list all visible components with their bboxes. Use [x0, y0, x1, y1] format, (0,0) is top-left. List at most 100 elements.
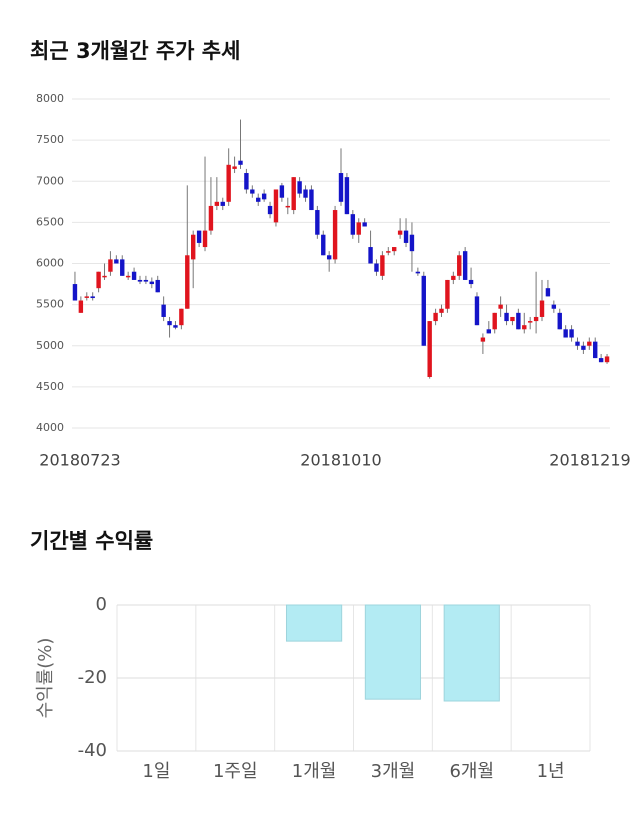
- candle-body: [149, 281, 155, 285]
- candle-body: [462, 251, 468, 280]
- candle-body: [468, 279, 474, 285]
- bar: [364, 604, 422, 700]
- candle-body: [451, 275, 456, 280]
- candle-body: [102, 275, 107, 278]
- candle-body: [439, 308, 444, 313]
- y-tick-label: 6500: [36, 215, 64, 228]
- candle-body: [238, 160, 243, 165]
- candle-body: [575, 341, 580, 346]
- candle-body: [569, 329, 574, 338]
- candle-body: [326, 255, 332, 260]
- candle-body: [220, 201, 225, 206]
- y-axis-label: 수익률(%): [35, 638, 56, 719]
- candle-body: [137, 279, 143, 282]
- candle-body: [120, 259, 125, 276]
- candle-body: [84, 296, 89, 298]
- bar: [285, 604, 343, 642]
- candle-body: [539, 300, 545, 317]
- y-tick-label: 6000: [36, 257, 64, 270]
- candle-body: [350, 214, 356, 235]
- candle-body: [457, 255, 462, 276]
- candle-body: [285, 205, 290, 208]
- candle-body: [563, 329, 568, 338]
- x-tick-label: 1주일: [213, 761, 258, 782]
- candle-body: [533, 316, 539, 322]
- candle-body: [545, 288, 551, 297]
- candle-body: [516, 312, 521, 330]
- candle-body: [167, 321, 172, 326]
- candle-body: [179, 308, 184, 326]
- x-tick-label: 1년: [537, 761, 565, 782]
- candle-body: [273, 189, 279, 223]
- candle-body: [581, 345, 586, 350]
- candle-body: [504, 312, 509, 322]
- candle-body: [173, 325, 178, 328]
- candle-body: [486, 329, 492, 334]
- candle-body: [386, 251, 391, 253]
- y-tick-label: 7500: [36, 133, 64, 146]
- y-tick-label: 5000: [36, 339, 64, 352]
- candle-body: [309, 189, 314, 211]
- candle-body: [403, 230, 409, 243]
- candle-body: [190, 234, 196, 260]
- candle-body: [108, 259, 113, 272]
- candle-body: [598, 358, 604, 363]
- candle-body: [380, 255, 385, 276]
- candle-body: [604, 356, 610, 363]
- candle-body: [291, 177, 296, 211]
- candle-body: [214, 201, 220, 206]
- candle-body: [244, 173, 249, 190]
- candle-body: [392, 247, 397, 252]
- x-tick-label: 3개월: [371, 761, 416, 782]
- candle-body: [114, 259, 119, 264]
- candle-body: [232, 166, 237, 169]
- y-tick-label: 0: [96, 594, 107, 615]
- candle-body: [125, 275, 131, 278]
- candle-body: [303, 189, 308, 198]
- candle-body: [344, 177, 350, 215]
- candle-body: [433, 312, 438, 322]
- candle-body: [155, 279, 160, 293]
- candle-body: [368, 247, 373, 264]
- candle-body: [78, 300, 84, 313]
- x-tick-label: 20181010: [300, 451, 381, 470]
- candle-body: [297, 181, 302, 194]
- y-tick-label: 8000: [36, 92, 64, 105]
- candle-body: [332, 210, 338, 260]
- chart-title: 최근 3개월간 주가 추세: [30, 39, 240, 63]
- candle-body: [421, 275, 426, 346]
- x-tick-label: 1개월: [292, 761, 337, 782]
- y-tick-label: -20: [78, 667, 107, 688]
- x-tick-label: 20181219: [549, 451, 630, 470]
- candle-body: [267, 205, 273, 215]
- candle-body: [362, 222, 367, 227]
- candle-body: [492, 312, 497, 330]
- candle-body: [593, 341, 598, 359]
- candle-body: [315, 210, 320, 235]
- candle-body: [557, 312, 562, 330]
- candle-body: [96, 271, 101, 289]
- candle-body: [374, 263, 379, 272]
- y-tick-label: 4000: [36, 421, 64, 434]
- candle-body: [397, 230, 403, 235]
- candle-body: [196, 230, 202, 243]
- candle-body: [143, 279, 149, 282]
- y-tick-label: 4500: [36, 380, 64, 393]
- candle-body: [498, 304, 503, 309]
- candle-body: [474, 296, 480, 326]
- candle-body: [250, 189, 255, 194]
- candle-body: [415, 271, 421, 274]
- y-tick-label: 7000: [36, 174, 64, 187]
- candle-body: [321, 234, 326, 256]
- candle-body: [72, 284, 78, 301]
- candle-body: [226, 164, 231, 202]
- x-tick-label: 20180723: [39, 451, 120, 470]
- candle-body: [427, 321, 432, 378]
- y-tick-label: 5500: [36, 298, 64, 311]
- candle-body: [261, 193, 267, 200]
- x-tick-label: 6개월: [449, 761, 494, 782]
- bar: [443, 604, 500, 702]
- candle-body: [208, 205, 214, 231]
